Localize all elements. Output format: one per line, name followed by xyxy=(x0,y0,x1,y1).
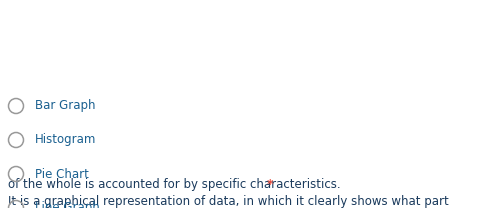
Text: *: * xyxy=(263,178,273,191)
Text: It is a graphical representation of data, in which it clearly shows what part: It is a graphical representation of data… xyxy=(8,195,449,208)
Text: Bar Graph: Bar Graph xyxy=(35,99,96,113)
Text: Line Graph: Line Graph xyxy=(35,202,100,208)
Text: Histogram: Histogram xyxy=(35,134,97,146)
Text: Pie Chart: Pie Chart xyxy=(35,167,89,181)
Text: of the whole is accounted for by specific characteristics.: of the whole is accounted for by specifi… xyxy=(8,178,341,191)
